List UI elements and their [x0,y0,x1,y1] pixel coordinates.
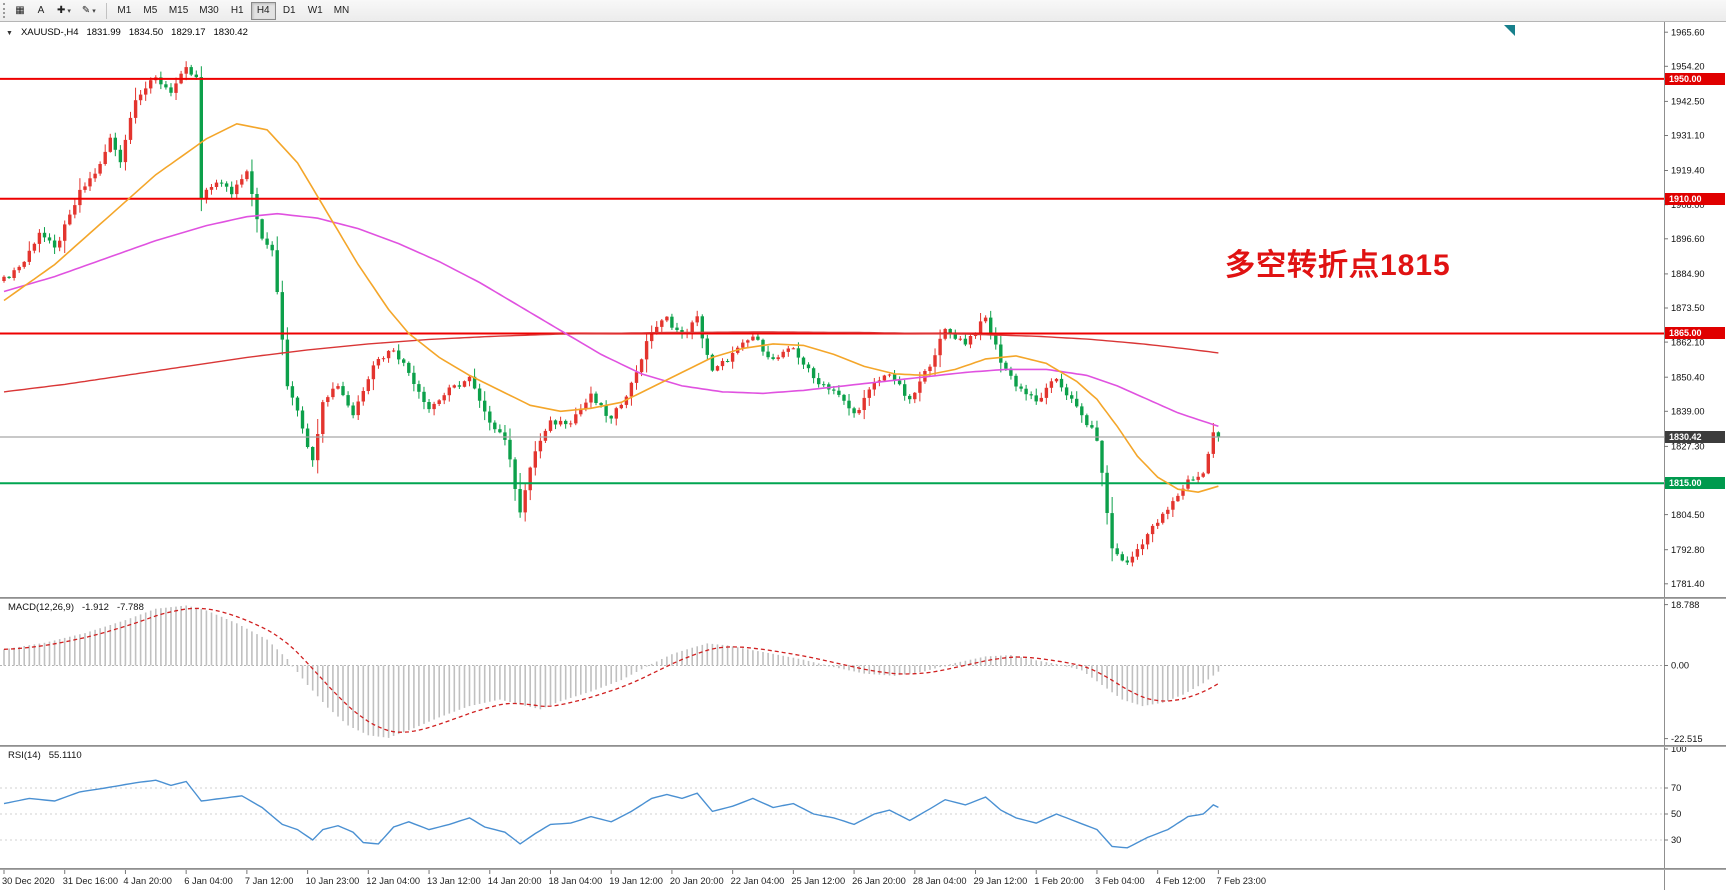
crosshair-icon: ✚ [57,5,66,16]
crosshair-tool-button[interactable]: ✚ ▾ [52,2,76,20]
toolbar: ▦ A ✚ ▾ ✎ ▾ M1 M5 M15 M30 H1 H4 D1 W1 MN [0,0,1726,22]
chart-menu-arrow-icon: ▼ [6,30,13,37]
timeframe-mn[interactable]: MN [329,2,355,20]
ohlc-low: 1829.17 [171,27,206,38]
timeframe-h4[interactable]: H4 [250,1,276,20]
rsi-value: 55.1110 [48,750,82,761]
macd-value-main: -1.912 [82,602,109,613]
chart-annotation-text[interactable]: 多空转折点1815 [1225,249,1451,282]
timeframe-m30[interactable]: M30 [194,2,223,20]
macd-value-signal: -7.788 [116,602,144,613]
panel-divider-main-macd[interactable] [0,597,1726,599]
price-tag-1865: 1865.00 [1665,327,1725,339]
draw-tool-button[interactable]: ✎ ▾ [77,2,101,20]
text-label-button[interactable]: A [31,2,51,20]
text-label-icon: A [37,5,45,16]
macd-pane-canvas[interactable] [0,599,1664,745]
timeframe-d1[interactable]: D1 [277,2,302,20]
pencil-icon: ✎ [81,5,91,16]
charts-grid-button[interactable]: ▦ [10,2,30,20]
timeframe-m15[interactable]: M15 [164,2,193,20]
toolbar-grip[interactable] [3,3,5,18]
chevron-down-icon: ▾ [67,7,71,15]
time-axis[interactable] [0,870,1664,890]
main-chart-canvas[interactable] [0,22,1664,597]
ohlc-high: 1834.50 [128,27,164,38]
price-tag-1815: 1815.00 [1665,477,1725,489]
macd-indicator-label: MACD(12,26,9) -1.912 -7.788 [8,602,144,613]
chart-header: ▼ XAUUSD-,H4 1831.99 1834.50 1829.17 183… [6,27,248,38]
timeframe-w1[interactable]: W1 [303,2,328,20]
chevron-down-icon: ▾ [92,7,96,15]
panel-divider-rsi-timeaxis[interactable] [0,868,1726,870]
chart-shift-marker[interactable] [1504,25,1515,36]
toolbar-separator [105,2,107,19]
charts-grid-icon: ▦ [15,5,25,16]
timeframe-m5[interactable]: M5 [138,2,163,20]
timeframe-h1[interactable]: H1 [225,2,250,20]
symbol-period-label: XAUUSD-,H4 [20,27,79,38]
ohlc-close: 1830.42 [213,27,248,38]
panel-divider-macd-rsi[interactable] [0,745,1726,747]
macd-name: MACD(12,26,9) [8,602,74,613]
price-tag-1950: 1950.00 [1665,73,1725,85]
rsi-indicator-label: RSI(14) 55.1110 [8,750,82,761]
ohlc-open: 1831.99 [86,27,121,38]
timeframe-m1[interactable]: M1 [112,2,137,20]
rsi-name: RSI(14) [8,750,41,761]
price-scale[interactable] [1664,22,1726,890]
price-tag-1910: 1910.00 [1665,193,1725,205]
rsi-pane-canvas[interactable] [0,747,1664,868]
price-tag-current: 1830.42 [1665,431,1725,443]
